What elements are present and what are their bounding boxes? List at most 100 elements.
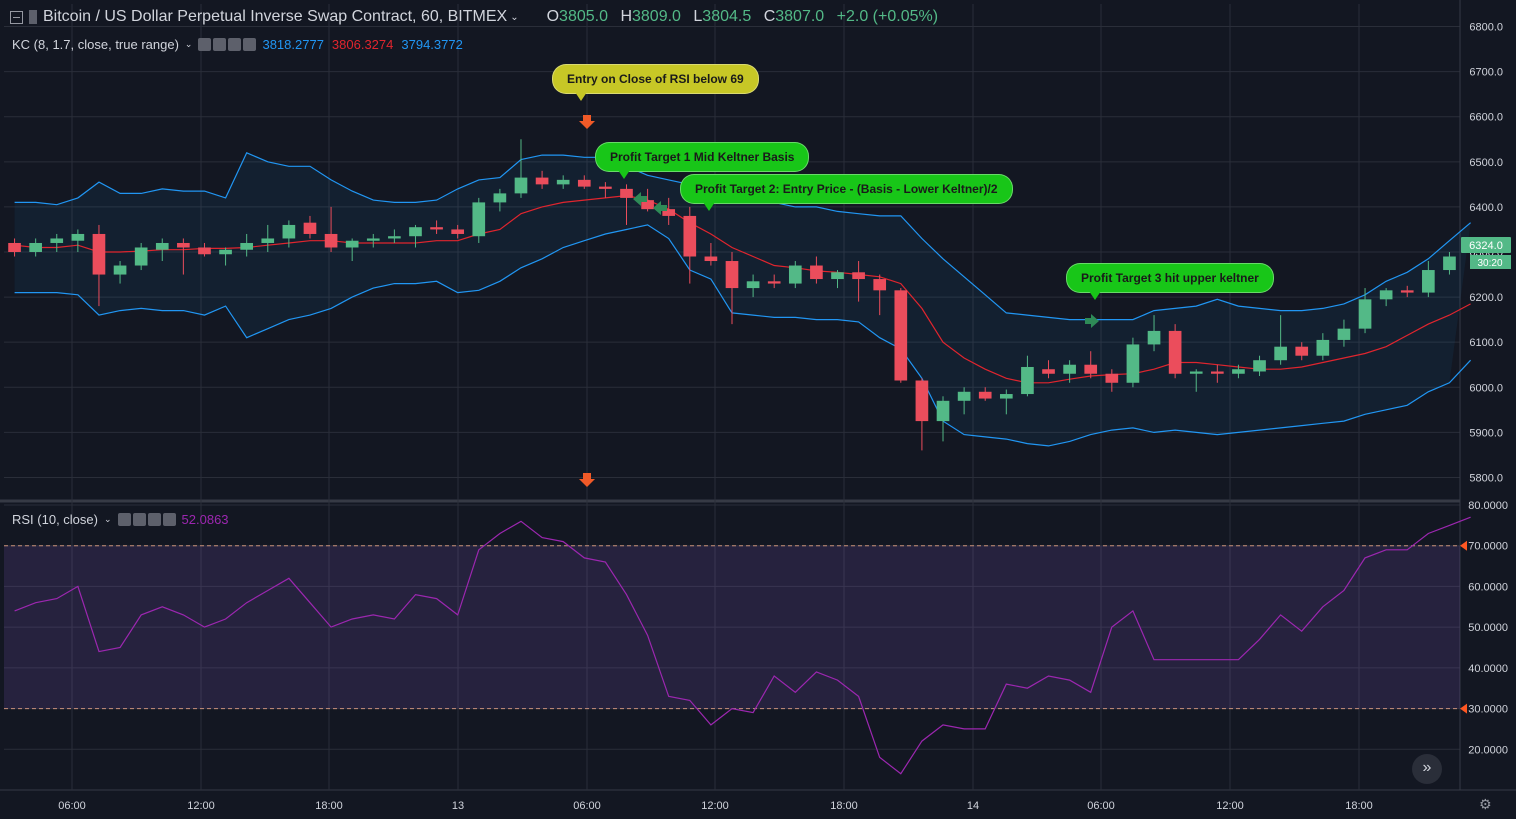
candle-body (978, 391, 992, 399)
kc-legend: KC (8, 1.7, close, true range) ⌄ 3818.27… (12, 37, 471, 52)
candle-body (1253, 360, 1266, 372)
rsi-band-fill (4, 545, 1460, 709)
candle-body (767, 281, 781, 284)
candle-body (1147, 330, 1161, 345)
rsi-legend: RSI (10, close) ⌄ 52.0863 (12, 512, 237, 527)
candle-body (1063, 364, 1076, 374)
candle-body (324, 233, 338, 248)
rsi-tick-label: 20.0000 (1468, 744, 1508, 756)
candle-body (1400, 290, 1414, 293)
chevron-down-icon[interactable]: ⌄ (510, 11, 519, 23)
eye-icon[interactable] (117, 513, 131, 526)
more-icon[interactable] (147, 513, 161, 526)
rsi-value: 52.0863 (181, 512, 229, 527)
callout-entry: Entry on Close of RSI below 69 (552, 64, 759, 101)
price-tick-label: 6200.0 (1469, 292, 1503, 304)
close-icon[interactable] (243, 38, 257, 51)
exit-arrow-icon (633, 192, 647, 206)
symbol-title[interactable]: Bitcoin / US Dollar Perpetual Inverse Sw… (43, 8, 508, 25)
candle-body (1358, 299, 1372, 329)
candle-body (704, 256, 718, 262)
candle-body (915, 380, 929, 422)
candle-body (725, 261, 739, 289)
exit-arrow-icon (1085, 314, 1099, 328)
kc-label[interactable]: KC (8, 1.7, close, true range) (12, 37, 179, 52)
callout-target-2: Profit Target 2: Entry Price - (Basis - … (680, 174, 1013, 211)
price-tick-label: 5900.0 (1469, 427, 1503, 439)
eye-icon[interactable] (198, 38, 212, 51)
kc-lower-value: 3794.3772 (401, 37, 463, 52)
close-label: C (763, 8, 776, 25)
candle-body (177, 242, 190, 248)
candle-body (388, 236, 401, 239)
time-tick-label: 13 (452, 800, 464, 812)
gear-icon[interactable] (132, 513, 146, 526)
time-tick-label: 12:00 (701, 800, 729, 812)
time-tick-label: 12:00 (187, 800, 215, 812)
high-label: H (620, 8, 632, 25)
rsi-pane[interactable] (4, 516, 1471, 775)
flag-icon[interactable] (29, 10, 37, 24)
candle-body (451, 229, 465, 234)
price-tick-label: 6100.0 (1469, 337, 1503, 349)
candle-body (1168, 330, 1182, 374)
candle-body (1042, 369, 1055, 374)
chevron-down-icon[interactable]: ⌄ (184, 39, 193, 49)
candle-body (1105, 373, 1119, 383)
candle-body (810, 265, 823, 280)
price-tick-label: 6000.0 (1469, 382, 1503, 394)
price-pane[interactable] (8, 139, 1472, 451)
candle-body (957, 391, 971, 401)
candle-body (409, 227, 422, 237)
candle-body (746, 281, 760, 289)
keltner-channel-fill (14, 152, 1471, 446)
candle-body (999, 394, 1013, 399)
close-value: 3807.0 (775, 8, 825, 25)
candle-body (345, 240, 359, 248)
candle-body (198, 247, 211, 255)
candle-body (282, 224, 296, 239)
low-value: 3804.5 (702, 8, 752, 25)
time-axis[interactable]: 06:00 12:00 18:00 13 06:00 12:00 18:00 14 06:00 1… (58, 800, 1373, 812)
keltner-basis-line (14, 194, 1471, 384)
price-tick-label: 6700.0 (1469, 67, 1503, 79)
candle-body (1379, 290, 1393, 300)
chevron-down-icon[interactable]: ⌄ (103, 514, 112, 524)
scroll-to-realtime-icon[interactable]: » (1412, 754, 1442, 784)
rsi-axis[interactable]: 80.0000 70.0000 60.0000 50.0000 40.0000 30.00… (1460, 500, 1508, 756)
ohlc-values: O3805.0 H3809.0 L3804.5 C3807.0 +2.0 (+0… (547, 8, 946, 26)
rsi-tick-label: 50.0000 (1468, 622, 1508, 634)
rsi-tick-label: 60.0000 (1468, 581, 1508, 593)
rsi-tick-label: 70.0000 (1468, 541, 1508, 553)
gear-icon[interactable] (213, 38, 227, 51)
candle-body (1295, 346, 1309, 356)
rsi-tick-label: 30.0000 (1468, 704, 1508, 716)
sell-arrow-icon (579, 473, 595, 487)
candle-body (641, 200, 654, 210)
chart-header: Bitcoin / US Dollar Perpetual Inverse Sw… (10, 8, 946, 26)
candle-body (1274, 346, 1287, 361)
rsi-label[interactable]: RSI (10, close) (12, 512, 98, 527)
time-tick-label: 14 (967, 800, 979, 812)
close-icon[interactable] (162, 513, 176, 526)
candle-body (1232, 369, 1245, 374)
more-icon[interactable] (228, 38, 242, 51)
candle-body (8, 242, 21, 252)
candle-body (577, 179, 591, 187)
collapse-icon[interactable] (10, 10, 23, 24)
candle-body (493, 193, 507, 203)
settings-gear-icon[interactable]: ⚙ (1479, 796, 1492, 812)
candle-body (50, 238, 64, 243)
rsi-tick-label: 40.0000 (1468, 663, 1508, 675)
candle-body (683, 215, 697, 257)
countdown-value: 30:20 (1477, 258, 1502, 269)
open-label: O (546, 8, 560, 25)
last-price-badge: 6324.0 30:20 (1461, 237, 1511, 269)
candle-body (535, 177, 549, 185)
rsi-band-marker (1460, 540, 1467, 551)
price-tick-label: 6500.0 (1469, 157, 1503, 169)
candle-body (1189, 371, 1203, 374)
time-tick-label: 18:00 (315, 800, 343, 812)
candle-body (831, 272, 844, 280)
